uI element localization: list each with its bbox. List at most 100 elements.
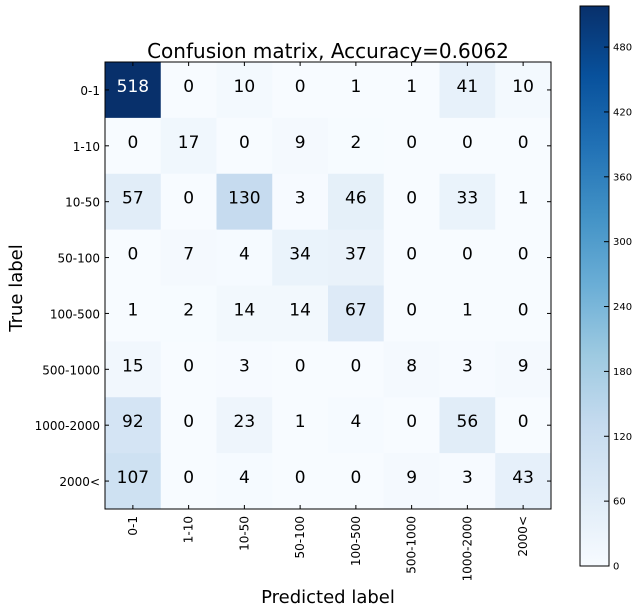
heatmap-cell-value: 43	[512, 468, 534, 488]
colorbar-tick-label: 240	[613, 302, 632, 313]
heatmap-cell-value: 0	[518, 300, 529, 320]
heatmap-cell	[160, 173, 217, 231]
colorbar-tick-label: 420	[613, 107, 632, 118]
heatmap-cell	[439, 229, 496, 286]
heatmap-cell	[439, 285, 496, 342]
heatmap-cell-value: 15	[122, 356, 144, 376]
heatmap-cell-value: 17	[178, 133, 200, 153]
heatmap-cell	[272, 229, 329, 286]
y-tick-label: 0-1	[80, 84, 100, 98]
y-tick-label: 2000<	[59, 475, 100, 489]
heatmap-cell	[495, 62, 552, 119]
heatmap-cell	[383, 285, 440, 342]
heatmap-cell	[328, 285, 385, 342]
heatmap-cell	[328, 453, 385, 510]
heatmap-cell-value: 10	[234, 77, 256, 97]
heatmap-cell	[105, 285, 162, 342]
heatmap-cell-value: 130	[228, 189, 260, 209]
y-axis-label: True label	[6, 244, 27, 333]
x-tick-labels: 0-1 1-10 10-50 50-100 100-500 500-1000 1000-20…	[126, 62, 530, 581]
heatmap-cell	[160, 229, 217, 286]
heatmap-cell-value: 0	[183, 189, 194, 209]
x-tick-label: 1-10	[182, 516, 196, 543]
heatmap-cell-value: 0	[183, 468, 194, 488]
heatmap-cell	[495, 173, 552, 231]
heatmap-cell-value: 34	[289, 245, 311, 265]
heatmap-cell-value: 7	[183, 245, 194, 265]
heatmap-cell	[105, 229, 162, 286]
heatmap-cell	[495, 397, 552, 454]
heatmap-cell	[272, 397, 329, 454]
heatmap-cell-value: 0	[518, 412, 529, 432]
heatmap-cell	[216, 285, 273, 342]
heatmap-cell	[216, 117, 273, 175]
y-tick-label: 10-50	[65, 196, 100, 210]
heatmap-cell-value: 0	[295, 468, 306, 488]
heatmap-cell-value: 1	[295, 412, 306, 432]
heatmap-cell	[495, 453, 552, 510]
colorbar-tick-label: 480	[613, 43, 632, 54]
heatmap-cell	[272, 341, 329, 398]
heatmap-cell-value: 0	[295, 356, 306, 376]
colorbar-tick-label: 0	[613, 562, 619, 573]
y-tick-label: 1000-2000	[35, 419, 100, 433]
heatmap-cell	[160, 62, 217, 119]
y-tick-label: 100-500	[50, 307, 100, 321]
heatmap-cell-value: 33	[457, 189, 479, 209]
heatmap-cell	[383, 62, 440, 119]
heatmap-cell	[328, 341, 385, 398]
heatmap-cell-labels: 518 0 10 0 1 1 41 100 17 0 9 2 0 0 057 0 130 3 46 0 33 10 7 4 34…	[117, 77, 534, 488]
heatmap-cell-value: 3	[462, 356, 473, 376]
chart-title: Confusion matrix, Accuracy=0.6062	[147, 39, 509, 63]
heatmap-cell-value: 0	[350, 468, 361, 488]
heatmap-cells	[105, 62, 552, 510]
heatmap-cell-value: 0	[406, 189, 417, 209]
heatmap-cell-value: 14	[234, 300, 256, 320]
x-axis-label: Predicted label	[261, 587, 395, 608]
heatmap-cell-value: 1	[127, 300, 138, 320]
heatmap-cell	[328, 62, 385, 119]
y-tick-label: 500-1000	[42, 363, 100, 377]
heatmap-cell	[383, 173, 440, 231]
heatmap-cell-value: 0	[462, 133, 473, 153]
heatmap-cell	[272, 285, 329, 342]
heatmap-cell	[495, 117, 552, 175]
heatmap-cell	[439, 341, 496, 398]
heatmap-cell	[495, 341, 552, 398]
heatmap-cell	[383, 117, 440, 175]
colorbar-tick-label: 180	[613, 367, 632, 378]
heatmap-cell	[272, 173, 329, 231]
heatmap-cell-value: 3	[239, 356, 250, 376]
heatmap-cell-value: 107	[117, 468, 149, 488]
heatmap-cell-value: 0	[183, 77, 194, 97]
heatmap-cell-value: 67	[345, 300, 367, 320]
heatmap-cell-value: 0	[350, 356, 361, 376]
heatmap-cell-value: 0	[462, 245, 473, 265]
heatmap-cell-value: 9	[518, 356, 529, 376]
heatmap-cell	[105, 453, 162, 510]
heatmap-cell	[328, 229, 385, 286]
heatmap-cell	[272, 453, 329, 510]
y-tick-labels: 0-1 1-10 10-50 50-100 100-500 500-1000 1000-20…	[35, 84, 551, 489]
heatmap-cell	[328, 173, 385, 231]
heatmap-cell-value: 0	[518, 133, 529, 153]
heatmap-cell-value: 4	[239, 468, 250, 488]
x-tick-label: 2000<	[516, 516, 530, 557]
heatmap-cell	[328, 117, 385, 175]
heatmap-cell-value: 0	[406, 245, 417, 265]
heatmap-cell-value: 0	[183, 356, 194, 376]
heatmap-cell	[160, 285, 217, 342]
heatmap-cell-value: 0	[406, 133, 417, 153]
heatmap-cell	[495, 285, 552, 342]
colorbar-tick-label: 300	[613, 237, 632, 248]
heatmap-cell-value: 0	[127, 245, 138, 265]
heatmap-cell-value: 0	[406, 300, 417, 320]
heatmap-cell	[439, 62, 496, 119]
heatmap-cell-value: 41	[457, 77, 479, 97]
heatmap-cell	[105, 397, 162, 454]
heatmap-cell-value: 57	[122, 189, 144, 209]
heatmap-cell	[216, 173, 273, 231]
heatmap-cell-value: 3	[462, 468, 473, 488]
heatmap-cell	[216, 453, 273, 510]
heatmap-cell-value: 1	[462, 300, 473, 320]
